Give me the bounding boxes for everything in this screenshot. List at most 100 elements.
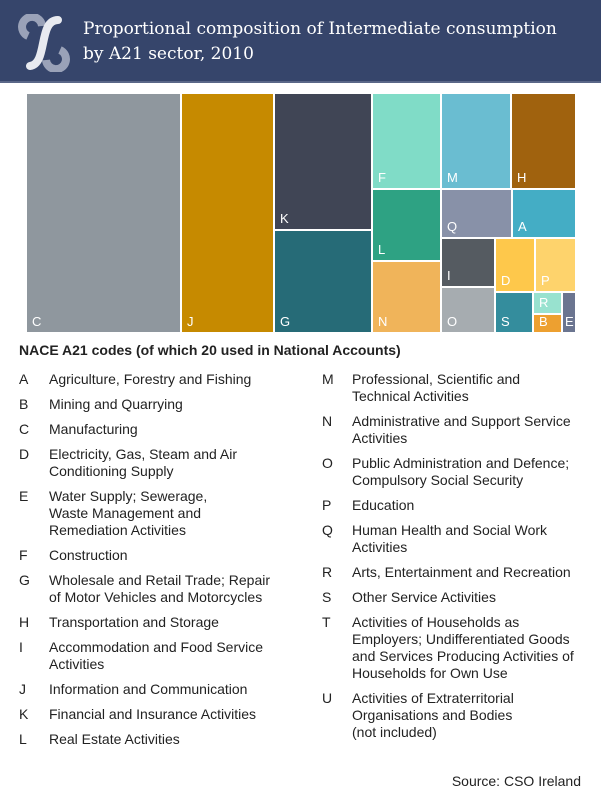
treemap-cell-I[interactable]: I: [441, 238, 495, 287]
legend-item-S: S Other Service Activities: [322, 589, 592, 606]
treemap-cell-label: G: [280, 314, 291, 329]
legend-item-F: F Construction: [19, 547, 309, 564]
treemap-cell-L[interactable]: L: [372, 189, 441, 261]
legend-item-E: E Water Supply; Sewerage, Waste Managemen…: [19, 488, 309, 539]
treemap-cell-C[interactable]: C: [26, 93, 181, 333]
legend-name: Education: [352, 497, 415, 513]
legend-name: Water Supply; Sewerage, Waste Management…: [49, 488, 208, 538]
legend-code: K: [19, 706, 29, 722]
treemap-cell-E[interactable]: E: [562, 292, 576, 333]
treemap-cell-M[interactable]: M: [441, 93, 511, 189]
treemap-cell-J[interactable]: J: [181, 93, 274, 333]
treemap-cell-Q[interactable]: Q: [441, 189, 512, 238]
legend-title: NACE A21 codes (of which 20 used in Nati…: [19, 342, 401, 358]
legend-item-P: P Education: [322, 497, 592, 514]
legend-item-J: J Information and Communication: [19, 681, 309, 698]
legend-code: S: [322, 589, 332, 605]
legend-item-N: N Administrative and Support Service Acti…: [322, 413, 592, 447]
legend-name: Human Health and Social Work Activities: [352, 522, 548, 555]
legend-item-M: M Professional, Scientific and Technical …: [322, 371, 592, 405]
legend-code: F: [19, 547, 28, 563]
treemap-cell-label: K: [280, 211, 289, 226]
legend-code: O: [322, 455, 333, 471]
legend-code: N: [322, 413, 333, 429]
legend-name: Other Service Activities: [352, 589, 496, 605]
legend-code: T: [322, 614, 331, 630]
legend-name: Mining and Quarrying: [49, 396, 183, 412]
legend-item-H: H Transportation and Storage: [19, 614, 309, 631]
treemap-cell-label: P: [541, 273, 550, 288]
legend-code: D: [19, 446, 30, 462]
treemap-cell-N[interactable]: N: [372, 261, 441, 333]
legend-name: Activities of Extraterritorial Organisat…: [352, 690, 514, 740]
header: Proportional composition of Intermediate…: [0, 0, 601, 83]
treemap-cell-R[interactable]: R: [533, 292, 562, 314]
treemap-cell-label: H: [517, 170, 527, 185]
treemap-cell-label: F: [378, 170, 386, 185]
treemap-cell-label: N: [378, 314, 388, 329]
treemap-cell-D[interactable]: D: [495, 238, 535, 292]
legend-item-A: A Agriculture, Forestry and Fishing: [19, 371, 309, 388]
legend-code: B: [19, 396, 29, 412]
cso-logo-icon: [18, 14, 70, 72]
legend-name: Administrative and Support Service Activ…: [352, 413, 571, 446]
treemap-cell-label: E: [565, 314, 574, 329]
legend-code: C: [19, 421, 30, 437]
legend-name: Professional, Scientific and Technical A…: [352, 371, 521, 404]
treemap-cell-P[interactable]: P: [535, 238, 576, 292]
legend-code: U: [322, 690, 333, 706]
treemap-cell-label: B: [539, 314, 548, 329]
treemap-cell-O[interactable]: O: [441, 287, 495, 333]
legend-item-K: K Financial and Insurance Activities: [19, 706, 309, 723]
legend-code: M: [322, 371, 334, 387]
legend-name: Electricity, Gas, Steam and Air Conditio…: [49, 446, 238, 479]
legend-item-D: D Electricity, Gas, Steam and Air Conditi…: [19, 446, 309, 480]
legend-name: Agriculture, Forestry and Fishing: [49, 371, 252, 387]
legend-name: Transportation and Storage: [49, 614, 219, 630]
treemap-cell-label: J: [187, 314, 194, 329]
treemap-cell-label: C: [32, 314, 42, 329]
treemap-cell-label: Q: [447, 219, 458, 234]
legend-item-Q: Q Human Health and Social Work Activities: [322, 522, 592, 556]
legend-item-B: B Mining and Quarrying: [19, 396, 309, 413]
treemap-cell-S[interactable]: S: [495, 292, 533, 333]
treemap-cell-label: L: [378, 242, 386, 257]
treemap-cell-label: D: [501, 273, 511, 288]
legend-name: Manufacturing: [49, 421, 138, 437]
legend-item-I: I Accommodation and Food Service Activiti…: [19, 639, 309, 673]
legend-code: Q: [322, 522, 333, 538]
legend-name: Information and Communication: [49, 681, 248, 697]
legend-name: Activities of Households as Employers; U…: [352, 614, 574, 681]
legend-name: Wholesale and Retail Trade; Repair of Mo…: [49, 572, 271, 605]
legend-item-T: T Activities of Households as Employers; …: [322, 614, 592, 682]
treemap-cell-F[interactable]: F: [372, 93, 441, 189]
legend-code: J: [19, 681, 26, 697]
legend-name: Construction: [49, 547, 128, 563]
chart-title: Proportional composition of Intermediate…: [83, 19, 557, 64]
treemap-cell-H[interactable]: H: [511, 93, 576, 189]
legend-name: Public Administration and Defence; Compu…: [352, 455, 570, 488]
legend-code: E: [19, 488, 29, 504]
treemap-cell-label: O: [447, 314, 458, 329]
legend-item-G: G Wholesale and Retail Trade; Repair of M…: [19, 572, 309, 606]
legend-name: Arts, Entertainment and Recreation: [352, 564, 571, 580]
legend-left-column: A Agriculture, Forestry and Fishing B Minin…: [19, 371, 309, 756]
treemap-cell-K[interactable]: K: [274, 93, 372, 230]
treemap-cell-label: I: [447, 268, 451, 283]
treemap-cell-A[interactable]: A: [512, 189, 576, 238]
legend-code: G: [19, 572, 30, 588]
legend-code: A: [19, 371, 29, 387]
legend-item-O: O Public Administration and Defence; Comp…: [322, 455, 592, 489]
treemap-cell-label: M: [447, 170, 458, 185]
legend-code: I: [19, 639, 23, 655]
treemap-cell-B[interactable]: B: [533, 314, 562, 333]
legend-code: H: [19, 614, 30, 630]
legend-code: L: [19, 731, 27, 747]
treemap-cell-label: R: [539, 295, 549, 310]
legend-code: P: [322, 497, 332, 513]
legend-right-column: M Professional, Scientific and Technical …: [322, 371, 592, 749]
legend-item-R: R Arts, Entertainment and Recreation: [322, 564, 592, 581]
legend-item-U: U Activities of Extraterritorial Organisa…: [322, 690, 592, 741]
treemap-cell-G[interactable]: G: [274, 230, 372, 333]
